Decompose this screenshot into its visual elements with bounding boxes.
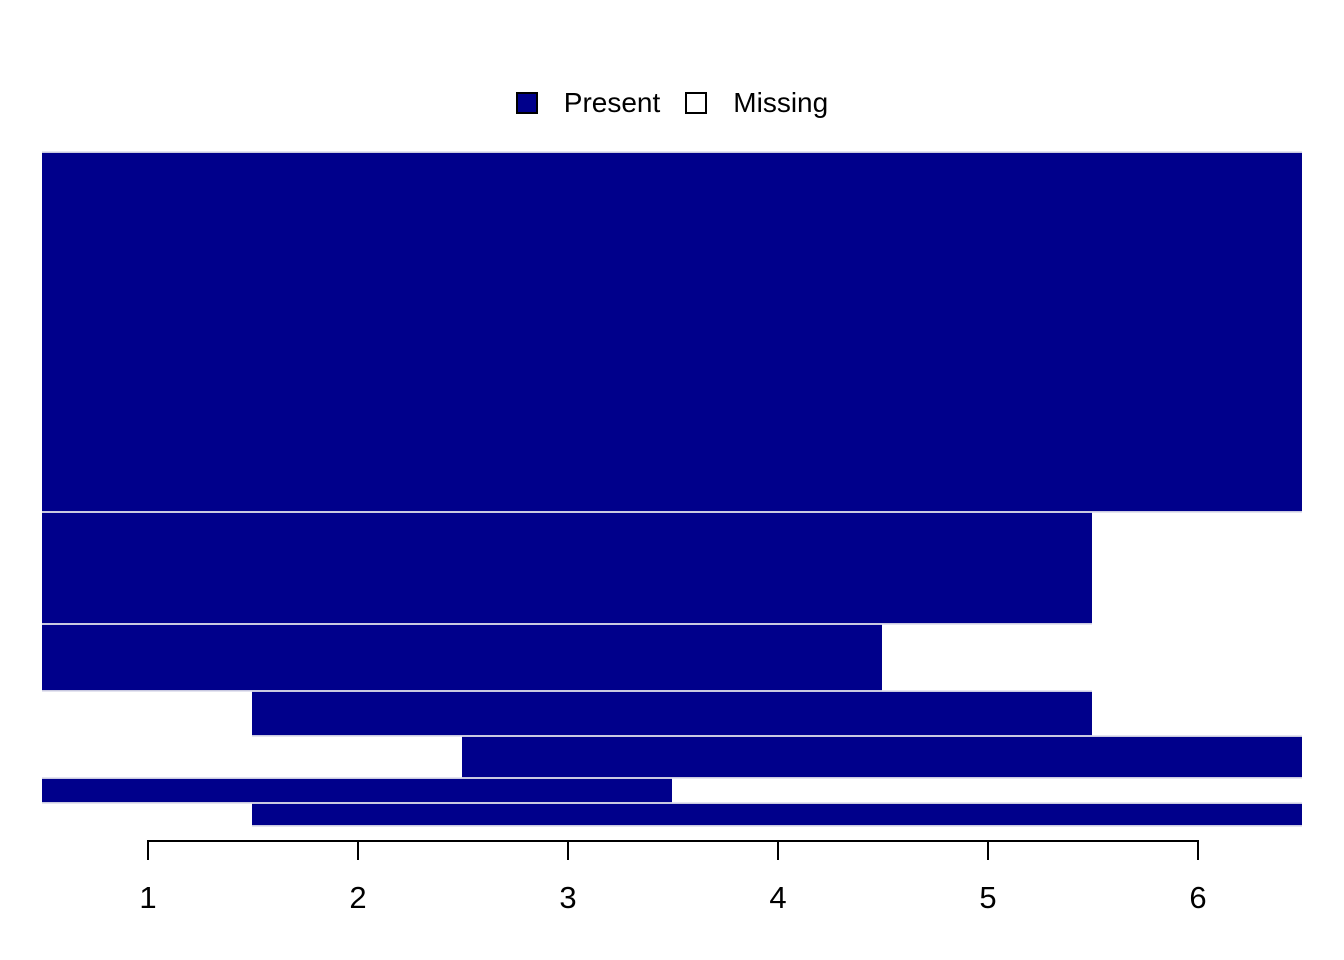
legend-item-present: Present — [515, 87, 661, 118]
missing-swatch-icon — [685, 92, 708, 114]
x-axis-tick-1 — [147, 840, 149, 860]
legend-label-missing: Missing — [733, 87, 829, 118]
x-axis-line — [147, 840, 1199, 842]
x-axis-tick-2 — [357, 840, 359, 860]
x-axis-tick-6 — [1197, 840, 1199, 860]
x-axis-tick-label-5: 5 — [979, 880, 997, 915]
pattern-row-1-present-segment — [42, 153, 1302, 511]
pattern-row-6-present-segment — [42, 779, 672, 802]
pattern-row-5-present-segment — [462, 737, 1302, 777]
pattern-row-4-present-segment — [252, 692, 1092, 735]
present-swatch-icon — [515, 92, 538, 114]
x-axis-tick-5 — [987, 840, 989, 860]
legend-item-missing: Missing — [685, 89, 828, 117]
pattern-row-3-present-segment — [42, 625, 882, 690]
chart-legend: Present Missing — [0, 86, 1344, 120]
x-axis-tick-label-4: 4 — [769, 880, 787, 915]
x-axis-tick-4 — [777, 840, 779, 860]
legend-label-present: Present — [563, 87, 661, 118]
pattern-row-7-present-segment — [252, 804, 1302, 825]
x-axis-tick-label-6: 6 — [1189, 880, 1207, 915]
x-axis-tick-label-3: 3 — [559, 880, 577, 915]
x-axis-tick-label-1: 1 — [139, 880, 157, 915]
x-axis-tick-label-2: 2 — [349, 880, 367, 915]
pattern-row-2-present-segment — [42, 513, 1092, 623]
x-axis-tick-3 — [567, 840, 569, 860]
